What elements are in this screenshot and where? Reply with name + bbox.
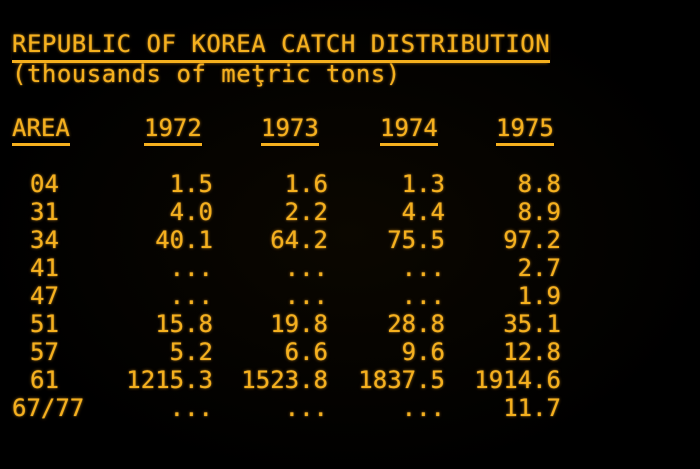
value-1974-cell: ... — [401, 254, 445, 282]
value-1974-cell: ... — [401, 394, 445, 422]
catch-table: 04 1.5 1.6 1.3 8.8 31 4.0 2.2 4.4 8.9 34… — [0, 170, 700, 422]
value-1974-cell: 1837.5 — [358, 366, 445, 394]
column-header-1975: 1975 — [496, 114, 554, 146]
area-cell: 04 — [30, 170, 59, 198]
value-1972-cell: 4.0 — [169, 198, 213, 226]
value-1975-cell: 1.9 — [517, 282, 561, 310]
value-1972-cell: 5.2 — [169, 338, 213, 366]
area-cell: 61 — [30, 366, 59, 394]
value-1973-cell: 64.2 — [270, 226, 328, 254]
value-1975-cell: 8.8 — [517, 170, 561, 198]
area-cell: 47 — [30, 282, 59, 310]
value-1974-cell: ... — [401, 282, 445, 310]
area-cell: 51 — [30, 310, 59, 338]
page-subtitle: (thousands of meţric tons) — [12, 60, 401, 88]
value-1975-cell: 12.8 — [503, 338, 561, 366]
column-header-1973: 1973 — [261, 114, 319, 146]
value-1973-cell: 1.6 — [284, 170, 328, 198]
value-1974-cell: 1.3 — [401, 170, 445, 198]
area-cell: 41 — [30, 254, 59, 282]
value-1972-cell: ... — [169, 254, 213, 282]
value-1972-cell: ... — [169, 282, 213, 310]
table-row: 47 ... ... ... 1.9 — [0, 282, 700, 310]
column-header-area: AREA — [12, 114, 70, 146]
value-1973-cell: ... — [284, 282, 328, 310]
area-cell: 34 — [30, 226, 59, 254]
value-1972-cell: 1.5 — [169, 170, 213, 198]
table-row: 67/77 ... ... ... 11.7 — [0, 394, 700, 422]
table-row: 04 1.5 1.6 1.3 8.8 — [0, 170, 700, 198]
area-cell: 31 — [30, 198, 59, 226]
value-1973-cell: ... — [284, 254, 328, 282]
value-1973-cell: 6.6 — [284, 338, 328, 366]
table-row: 57 5.2 6.6 9.6 12.8 — [0, 338, 700, 366]
table-row: 34 40.1 64.2 75.5 97.2 — [0, 226, 700, 254]
value-1975-cell: 2.7 — [517, 254, 561, 282]
value-1974-cell: 28.8 — [387, 310, 445, 338]
table-row: 51 15.8 19.8 28.8 35.1 — [0, 310, 700, 338]
column-header-1974: 1974 — [380, 114, 438, 146]
area-cell: 67/77 — [12, 394, 85, 422]
value-1975-cell: 35.1 — [503, 310, 561, 338]
area-cell: 57 — [30, 338, 59, 366]
value-1972-cell: 1215.3 — [126, 366, 213, 394]
value-1972-cell: 15.8 — [155, 310, 213, 338]
value-1972-cell: ... — [169, 394, 213, 422]
value-1974-cell: 75.5 — [387, 226, 445, 254]
column-header-1972: 1972 — [144, 114, 202, 146]
value-1975-cell: 8.9 — [517, 198, 561, 226]
value-1975-cell: 11.7 — [503, 394, 561, 422]
value-1975-cell: 97.2 — [503, 226, 561, 254]
value-1975-cell: 1914.6 — [474, 366, 561, 394]
table-row: 41 ... ... ... 2.7 — [0, 254, 700, 282]
value-1973-cell: ... — [284, 394, 328, 422]
table-row: 31 4.0 2.2 4.4 8.9 — [0, 198, 700, 226]
value-1973-cell: 19.8 — [270, 310, 328, 338]
value-1974-cell: 9.6 — [401, 338, 445, 366]
value-1974-cell: 4.4 — [401, 198, 445, 226]
table-row: 61 1215.3 1523.8 1837.5 1914.6 — [0, 366, 700, 394]
page-title: REPUBLIC OF KOREA CATCH DISTRIBUTION — [12, 30, 551, 63]
value-1973-cell: 1523.8 — [241, 366, 328, 394]
value-1973-cell: 2.2 — [284, 198, 328, 226]
value-1972-cell: 40.1 — [155, 226, 213, 254]
